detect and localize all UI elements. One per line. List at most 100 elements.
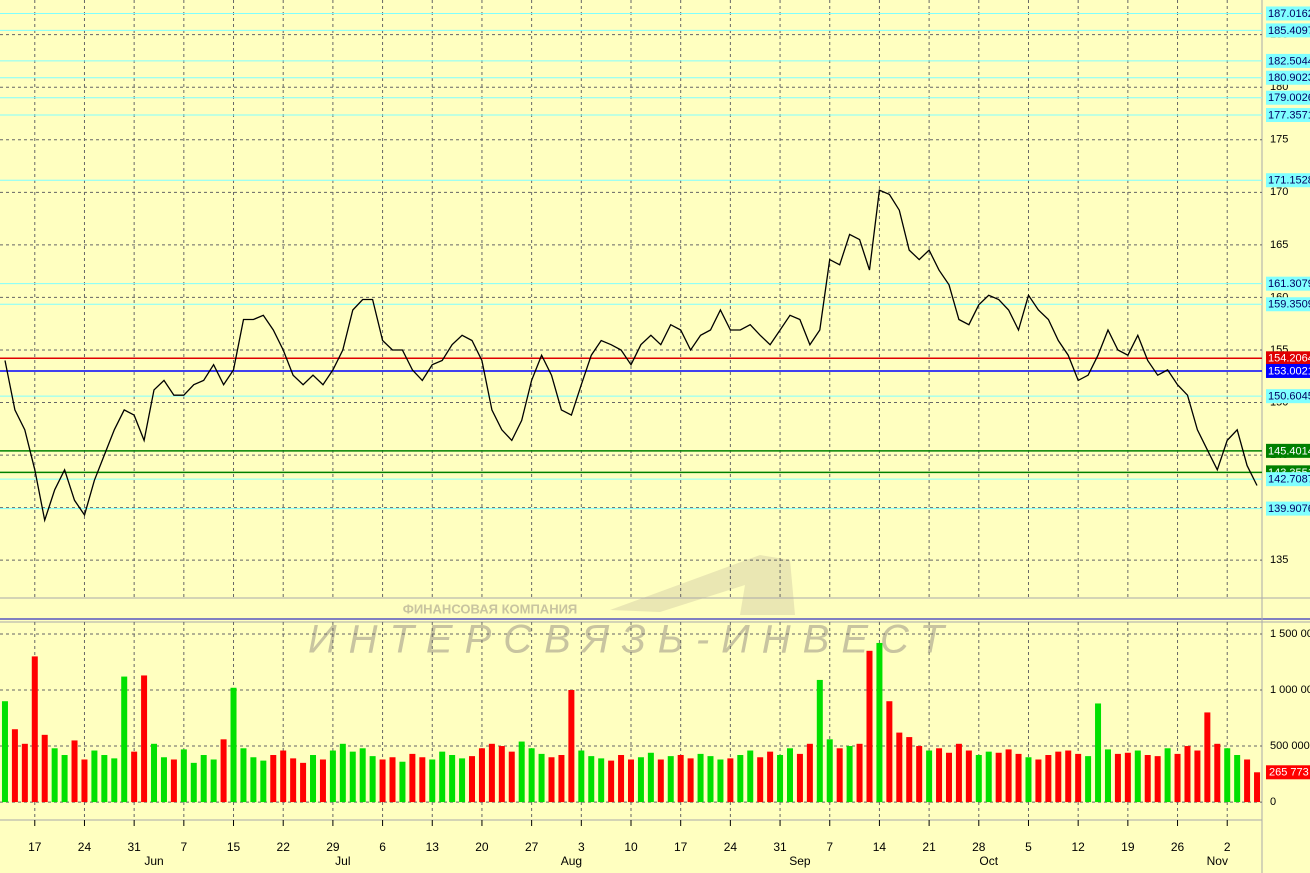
volume-bar: [409, 753, 416, 803]
volume-bar: [985, 751, 992, 803]
volume-bar: [995, 752, 1002, 803]
volume-bar: [151, 743, 158, 803]
volume-bar: [876, 642, 883, 803]
volume-bar: [687, 758, 694, 803]
volume-bar: [906, 737, 913, 803]
volume-bar: [588, 756, 595, 803]
volume-bar: [707, 756, 714, 803]
volume-bar: [71, 740, 78, 803]
volume-bar: [846, 746, 853, 803]
volume-bar: [170, 759, 177, 803]
volume-bar: [757, 757, 764, 803]
x-tick-label: 2: [1224, 840, 1231, 854]
level-label: 161.3079: [1268, 278, 1310, 290]
x-tick-label: 13: [426, 840, 440, 854]
level-label-box: [1266, 472, 1310, 487]
volume-bar: [856, 743, 863, 803]
volume-bar: [200, 755, 207, 803]
volume-bar: [349, 751, 356, 803]
volume-bar: [498, 746, 505, 803]
x-tick-label: 15: [227, 840, 241, 854]
volume-bar: [369, 756, 376, 803]
volume-bar: [389, 757, 396, 803]
level-label: 150.6045: [1268, 391, 1310, 403]
level-label-box: [1266, 389, 1310, 404]
volume-bar: [1184, 746, 1191, 803]
month-label: Nov: [1207, 854, 1228, 868]
volume-bar: [1204, 712, 1211, 803]
volume-bar: [429, 759, 436, 803]
volume-bar: [518, 741, 525, 803]
volume-bar: [637, 757, 644, 803]
month-label: Aug: [561, 854, 582, 868]
x-tick-label: 12: [1071, 840, 1085, 854]
x-tick-label: 24: [78, 840, 92, 854]
volume-bar: [469, 756, 476, 803]
volume-bar: [568, 690, 575, 803]
x-tick-label: 7: [826, 840, 833, 854]
volume-bar: [1224, 748, 1231, 803]
x-tick-label: 17: [28, 840, 42, 854]
volume-bar: [478, 748, 485, 803]
level-label-box: [1266, 501, 1310, 516]
x-tick-label: 22: [277, 840, 291, 854]
volume-bar: [310, 755, 317, 803]
level-label-box: [1266, 276, 1310, 291]
y-tick-label: 175: [1270, 134, 1288, 146]
x-tick-label: 20: [475, 840, 489, 854]
volume-bar: [1124, 752, 1131, 803]
level-label-box: [1266, 108, 1310, 123]
x-tick-label: 29: [326, 840, 340, 854]
value-label-box: [1266, 765, 1310, 780]
volume-bar: [439, 751, 446, 803]
volume-bar: [270, 755, 277, 803]
x-tick-label: 5: [1025, 840, 1032, 854]
volume-bar: [945, 752, 952, 803]
watermark-logo: [610, 555, 795, 615]
volume-bar: [1095, 703, 1102, 803]
volume-bar: [1015, 753, 1022, 803]
level-label: 185.4097: [1268, 25, 1310, 37]
y-tick-label: 165: [1270, 239, 1288, 251]
level-label-box: [1266, 297, 1310, 312]
x-tick-label: 19: [1121, 840, 1135, 854]
volume-bar: [806, 743, 813, 803]
month-label: Oct: [979, 854, 998, 868]
volume-bar: [578, 750, 585, 803]
volume-bar: [816, 679, 823, 803]
level-label: 139.9076: [1268, 503, 1310, 515]
volume-bar: [777, 755, 784, 803]
volume-bar: [359, 748, 366, 803]
volume-bar: [1104, 749, 1111, 803]
volume-bar: [488, 743, 495, 803]
volume-bar: [866, 650, 873, 803]
y-tick-label: 170: [1270, 186, 1288, 198]
month-label: Jul: [335, 854, 350, 868]
level-label-box: [1266, 351, 1310, 366]
volume-bar: [598, 758, 605, 803]
volume-bar: [618, 755, 625, 803]
volume-bar: [1164, 748, 1171, 803]
x-tick-label: 31: [127, 840, 141, 854]
month-label: Jun: [144, 854, 163, 868]
volume-bar: [886, 701, 893, 803]
volume-bar: [230, 687, 237, 803]
volume-bar: [1134, 750, 1141, 803]
volume-bar: [1214, 743, 1221, 803]
volume-bar: [11, 729, 18, 803]
volume-bar: [61, 755, 68, 803]
volume-bar: [528, 748, 535, 803]
volume-bar: [1234, 755, 1241, 803]
volume-bar: [1025, 757, 1032, 803]
level-label-box: [1266, 90, 1310, 105]
level-label: 171.1528: [1268, 175, 1310, 187]
volume-bar: [41, 734, 48, 803]
x-tick-label: 6: [379, 840, 386, 854]
volume-bar: [786, 748, 793, 803]
volume-bar: [190, 762, 197, 803]
volume-bar: [300, 762, 307, 803]
volume-bar: [220, 739, 227, 803]
volume-bar: [290, 758, 297, 803]
volume-bar: [111, 758, 118, 803]
